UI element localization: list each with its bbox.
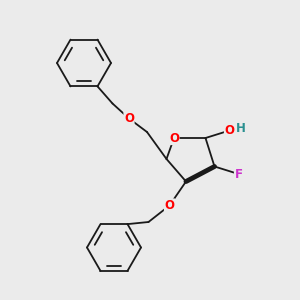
Text: F: F bbox=[235, 167, 242, 181]
Text: H: H bbox=[236, 122, 246, 136]
Text: O: O bbox=[124, 112, 134, 125]
Text: O: O bbox=[169, 131, 179, 145]
Text: O: O bbox=[224, 124, 235, 137]
Text: O: O bbox=[164, 199, 175, 212]
